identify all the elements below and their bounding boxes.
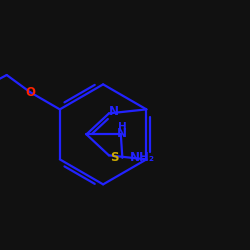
Text: N: N xyxy=(117,127,127,140)
Text: O: O xyxy=(25,86,35,99)
Text: NH₂: NH₂ xyxy=(130,151,155,164)
Text: H: H xyxy=(118,122,127,132)
Text: S: S xyxy=(110,151,118,164)
Text: N: N xyxy=(109,105,119,118)
